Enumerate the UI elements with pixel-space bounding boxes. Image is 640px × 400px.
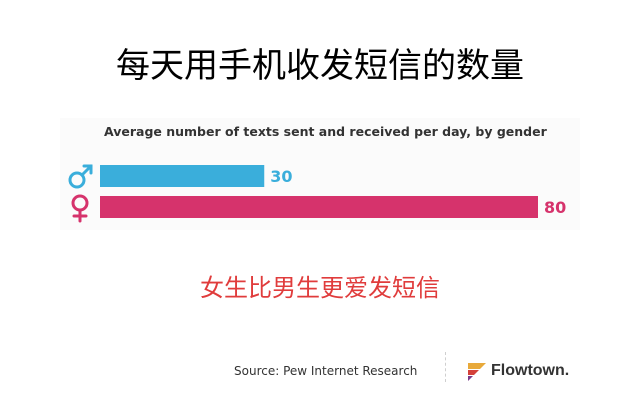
brand-logo: Flowtown. [466,360,569,382]
page-title: 每天用手机收发短信的数量 [116,46,524,86]
data-label-female: 80 [544,198,566,217]
male-symbol-icon [68,164,93,189]
footer-divider [445,352,446,382]
female-symbol-icon [71,194,89,223]
chart-title: Average number of texts sent and receive… [104,124,547,139]
bar-male [100,165,265,187]
brand-name: Flowtown. [491,362,570,379]
source-note: Source: Pew Internet Research [234,364,418,378]
bar-female [100,196,538,218]
data-label-male: 30 [270,167,292,186]
chart-caption: 女生比男生更爱发短信 [200,274,440,302]
flowtown-logo-icon [468,363,486,381]
